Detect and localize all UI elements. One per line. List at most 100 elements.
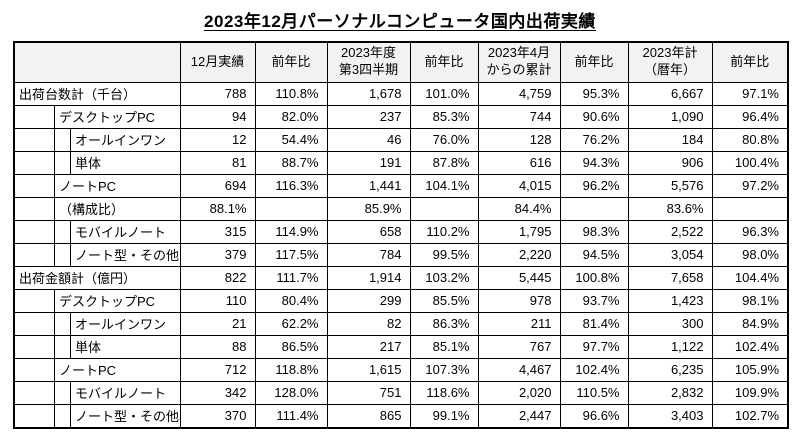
value-cell: 865 [326, 403, 411, 428]
table-body: 出荷台数計（千台） 788 110.8% 1,678 101.0% 4,759 95.3% 6… [13, 81, 789, 428]
column-header: 2023年度 第3四半期 [326, 41, 411, 83]
indent-spacer [55, 336, 71, 357]
row-label-text: 出荷台数計（千台） [19, 87, 137, 102]
row-label: ノート型・その他 [13, 403, 181, 428]
value-cell: 109.9% [711, 380, 789, 405]
value-cell: 96.6% [559, 403, 629, 428]
value-cell: 1,423 [627, 288, 713, 313]
value-cell: 110.2% [409, 219, 479, 244]
value-cell: 96.2% [559, 173, 629, 198]
value-cell: 110.5% [559, 380, 629, 405]
indent-spacer [15, 129, 55, 150]
indent-spacer [55, 404, 71, 427]
value-cell: 88.1% [179, 196, 256, 221]
indent-spacer [55, 313, 71, 334]
value-cell: 217 [326, 334, 411, 359]
table-row: 出荷台数計（千台） 788 110.8% 1,678 101.0% 4,759 95.3% 6… [13, 81, 789, 106]
value-cell: 658 [326, 219, 411, 244]
table-row: モバイルノート 342 128.0% 751 118.6% 2,020 110.5% 2,83… [13, 380, 789, 405]
value-cell: 96.3% [711, 219, 789, 244]
value-cell: 99.1% [409, 403, 479, 428]
value-cell: 128 [477, 127, 561, 152]
value-cell: 110 [179, 288, 256, 313]
value-cell: 2,832 [627, 380, 713, 405]
value-cell: 62.2% [254, 311, 328, 336]
value-cell: 751 [326, 380, 411, 405]
row-label: 単体 [13, 334, 181, 359]
row-label-text: ノートPC [59, 363, 117, 378]
table-header: 12月実績 前年比 2023年度 第3四半期 前年比 2023年4月 からの累計 前年比 202… [13, 41, 789, 83]
value-cell: 81 [179, 150, 256, 175]
value-cell: 1,914 [326, 265, 411, 290]
indent-spacer [15, 221, 55, 242]
value-cell: 104.1% [409, 173, 479, 198]
value-cell: 118.8% [254, 357, 328, 382]
column-header: 12月実績 [179, 41, 256, 83]
value-cell: 86.3% [409, 311, 479, 336]
column-header: 2023年4月 からの累計 [477, 41, 561, 83]
indent-spacer [55, 382, 71, 403]
value-cell: 788 [179, 81, 256, 106]
value-cell: 2,522 [627, 219, 713, 244]
value-cell: 85.5% [409, 288, 479, 313]
column-header: 前年比 [711, 41, 789, 83]
value-cell: 4,467 [477, 357, 561, 382]
row-label: モバイルノート [13, 380, 181, 405]
value-cell: 80.8% [711, 127, 789, 152]
table-row: オールインワン 12 54.4% 46 76.0% 128 76.2% 184 80.8% [13, 127, 789, 152]
value-cell: 184 [627, 127, 713, 152]
value-cell: 97.2% [711, 173, 789, 198]
row-label-text: （構成比） [59, 202, 125, 217]
row-label-text: 単体 [75, 340, 102, 355]
value-cell: 97.1% [711, 81, 789, 106]
indent-spacer [55, 152, 71, 173]
value-cell: 211 [477, 311, 561, 336]
value-cell: 5,576 [627, 173, 713, 198]
value-cell: 1,122 [627, 334, 713, 359]
value-cell: 88 [179, 334, 256, 359]
value-cell: 237 [326, 104, 411, 129]
row-label-text: モバイルノート [75, 225, 167, 240]
value-cell: 2,020 [477, 380, 561, 405]
table-row: ノートPC 712 118.8% 1,615 107.3% 4,467 102.4% 6,23… [13, 357, 789, 382]
value-cell: 128.0% [254, 380, 328, 405]
value-cell: 99.5% [409, 242, 479, 267]
column-header: 前年比 [254, 41, 328, 83]
value-cell: 96.4% [711, 104, 789, 129]
row-label-text: モバイルノート [75, 386, 167, 401]
row-label: ノート型・その他 [13, 242, 181, 267]
indent-spacer [55, 129, 71, 150]
table-row: デスクトップPC 94 82.0% 237 85.3% 744 90.6% 1,090 96.4… [13, 104, 789, 129]
value-cell: 82.0% [254, 104, 328, 129]
value-cell: 98.1% [711, 288, 789, 313]
row-label: デスクトップPC [13, 104, 181, 129]
value-cell: 767 [477, 334, 561, 359]
value-cell: 87.8% [409, 150, 479, 175]
indent-spacer [15, 404, 55, 427]
value-cell: 84.9% [711, 311, 789, 336]
value-cell: 1,795 [477, 219, 561, 244]
corner-header-cell [13, 41, 181, 83]
value-cell: 94.5% [559, 242, 629, 267]
row-label: モバイルノート [13, 219, 181, 244]
value-cell: 6,667 [627, 81, 713, 106]
table-row: モバイルノート 315 114.9% 658 110.2% 1,795 98.3% 2,522… [13, 219, 789, 244]
row-label: 単体 [13, 150, 181, 175]
value-cell: 379 [179, 242, 256, 267]
row-label: 出荷金額計（億円） [13, 265, 181, 290]
row-label: 出荷台数計（千台） [13, 81, 181, 106]
value-cell: 114.9% [254, 219, 328, 244]
column-header: 前年比 [409, 41, 479, 83]
value-cell: 98.3% [559, 219, 629, 244]
value-cell: 744 [477, 104, 561, 129]
value-cell: 978 [477, 288, 561, 313]
indent-spacer [15, 359, 55, 380]
value-cell: 102.7% [711, 403, 789, 428]
value-cell: 191 [326, 150, 411, 175]
row-label-text: オールインワン [75, 317, 167, 332]
row-label-text: ノート型・その他 [75, 409, 180, 424]
indent-spacer [15, 336, 55, 357]
value-cell: 1,678 [326, 81, 411, 106]
value-cell: 712 [179, 357, 256, 382]
